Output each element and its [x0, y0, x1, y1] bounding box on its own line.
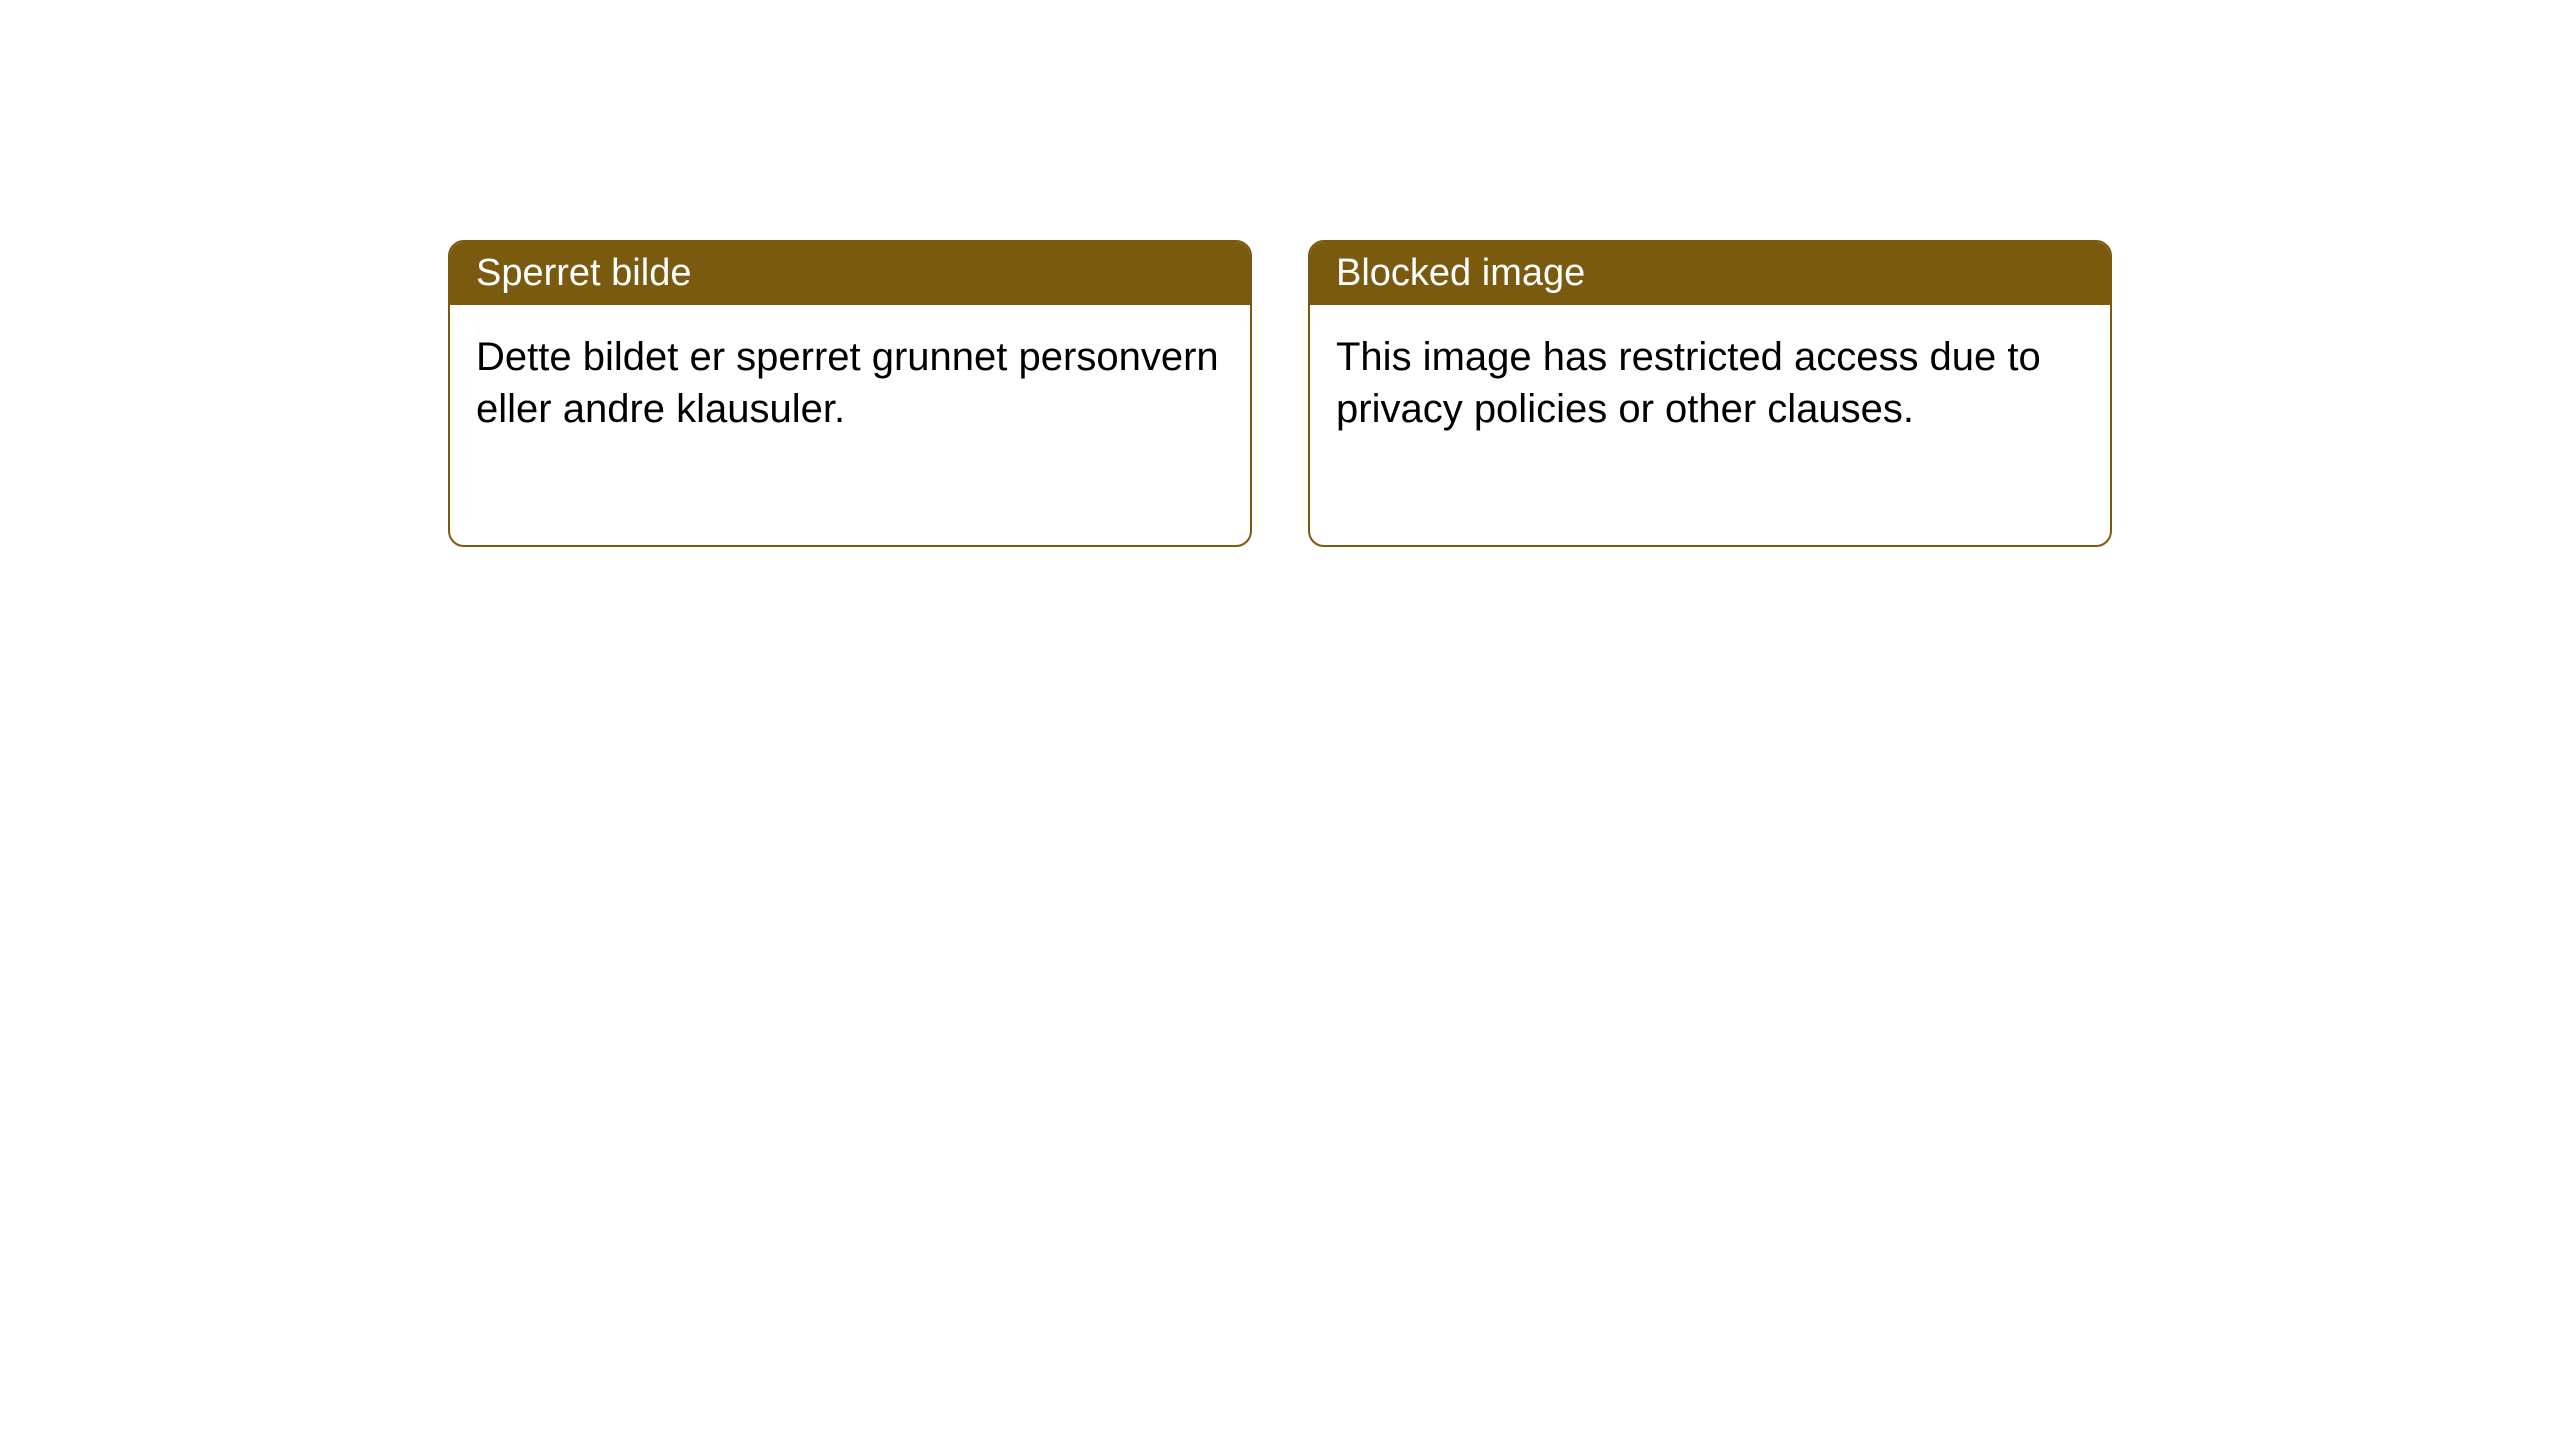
notice-title-norwegian: Sperret bilde: [450, 242, 1250, 305]
notice-title-english: Blocked image: [1310, 242, 2110, 305]
notice-container: Sperret bilde Dette bildet er sperret gr…: [448, 240, 2112, 547]
notice-card-norwegian: Sperret bilde Dette bildet er sperret gr…: [448, 240, 1252, 547]
notice-card-english: Blocked image This image has restricted …: [1308, 240, 2112, 547]
notice-body-norwegian: Dette bildet er sperret grunnet personve…: [450, 305, 1250, 545]
notice-body-english: This image has restricted access due to …: [1310, 305, 2110, 545]
